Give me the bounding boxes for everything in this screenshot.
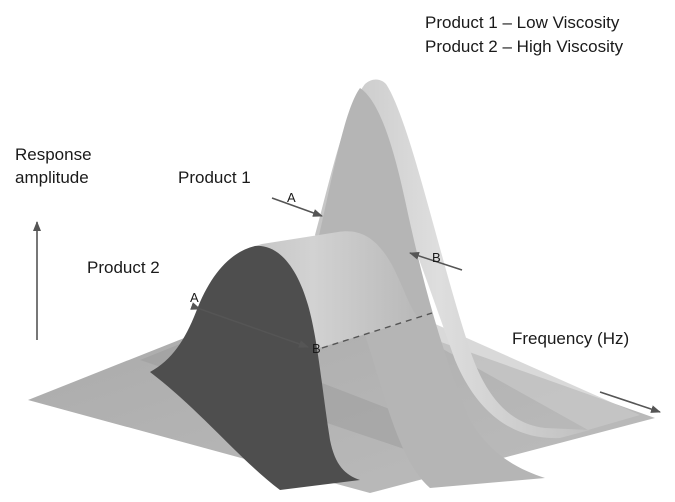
product-1-point-b: B bbox=[432, 250, 441, 265]
legend-line-1: Product 1 – Low Viscosity bbox=[425, 13, 620, 32]
y-axis-label-line-1: Response bbox=[15, 145, 92, 164]
product-1-peak bbox=[315, 79, 590, 488]
product-1-peak-front bbox=[318, 88, 545, 488]
product-1-label: Product 1 bbox=[178, 168, 251, 187]
product-1-point-a: A bbox=[287, 190, 296, 205]
product-1-arrow-a bbox=[271, 197, 323, 217]
product-1-arrow-b bbox=[409, 251, 463, 271]
dashed-connector bbox=[321, 312, 433, 349]
x-axis-label: Frequency (Hz) bbox=[512, 329, 629, 348]
x-axis-arrow bbox=[599, 391, 661, 413]
product-2-width-arrow bbox=[190, 302, 309, 348]
product-2-label: Product 2 bbox=[87, 258, 160, 277]
product-2-point-a: A bbox=[190, 290, 199, 305]
product-2-point-b: B bbox=[312, 341, 321, 356]
y-axis-label-line-2: amplitude bbox=[15, 168, 89, 187]
legend-line-2: Product 2 – High Viscosity bbox=[425, 37, 624, 56]
